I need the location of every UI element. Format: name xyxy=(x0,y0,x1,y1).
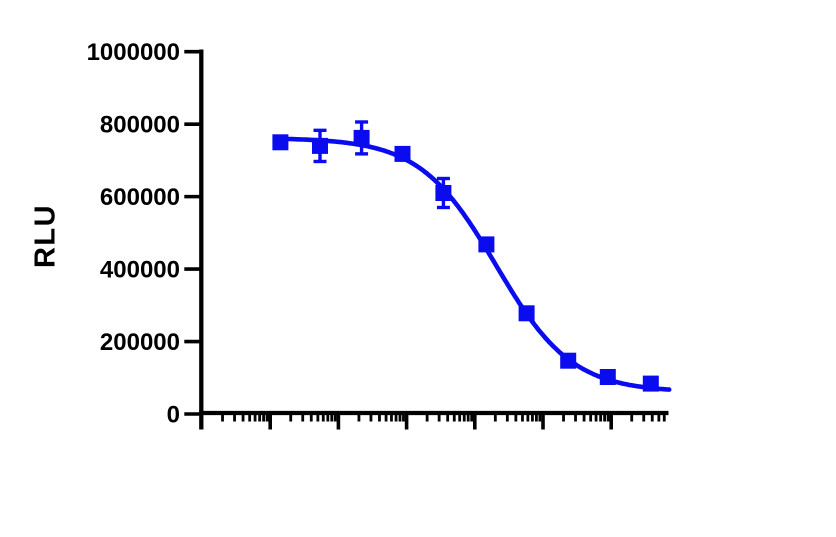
y-tick-label: 600000 xyxy=(100,184,180,211)
data-point-marker xyxy=(518,305,535,322)
data-point-marker xyxy=(394,145,411,162)
data-point-marker xyxy=(272,134,289,151)
data-point-marker xyxy=(478,236,495,253)
y-tick-label: 800000 xyxy=(100,112,180,139)
data-point-marker xyxy=(560,352,577,369)
data-point-marker xyxy=(599,369,616,385)
y-tick-label: 0 xyxy=(167,402,180,429)
y-tick-label: 1000000 xyxy=(87,39,180,66)
y-tick-label: 200000 xyxy=(100,329,180,356)
y-tick-label: 400000 xyxy=(100,257,180,284)
fit-curve xyxy=(276,136,672,392)
data-point-marker xyxy=(312,137,328,154)
data-point-marker xyxy=(353,129,370,146)
data-point-marker xyxy=(435,185,452,201)
data-point-marker xyxy=(642,375,659,392)
